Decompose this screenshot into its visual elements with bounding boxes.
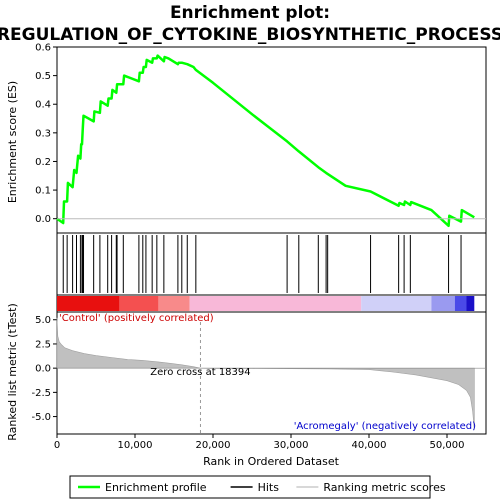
- es-y-tick-label: 0.6: [35, 43, 51, 54]
- colorbar-segment: [361, 296, 432, 311]
- x-ticks: 0 10,000 20,000 30,000 40,000 50,000: [54, 434, 465, 451]
- chart-title-line1: Enrichment plot:: [170, 3, 330, 23]
- x-tick-label: 40,000: [352, 440, 387, 451]
- hit-lines: [62, 235, 462, 293]
- es-y-axis-label: Enrichment score (ES): [6, 81, 19, 203]
- negative-label: 'Acromegaly' (negatively correlated): [294, 421, 476, 432]
- colorbar-segment: [158, 296, 190, 311]
- enrichment-profile-path: [56, 54, 475, 228]
- rank-colorbar: [57, 296, 475, 311]
- metric-y-tick-label: 2.5: [35, 339, 51, 350]
- colorbar-segment: [57, 296, 120, 311]
- metric-y-axis-label: Ranked list metric (tTest): [6, 303, 19, 440]
- metric-y-tick-label: 0.0: [35, 364, 51, 375]
- metric-y-tick-label: -2.5: [31, 388, 51, 399]
- chart-title-line2: REGULATION_OF_CYTOKINE_BIOSYNTHETIC_PROC…: [0, 25, 500, 45]
- x-tick-label: 30,000: [274, 440, 309, 451]
- legend-label: Ranking metric scores: [323, 481, 445, 494]
- es-y-tick-label: 0.1: [35, 186, 51, 197]
- metric-y-tick-label: -5.0: [31, 412, 51, 423]
- positive-label: 'Control' (positively correlated): [59, 313, 214, 324]
- zero-cross-label: Zero cross at 18394: [150, 367, 250, 378]
- colorbar-segment: [431, 296, 455, 311]
- legend: Enrichment profile Hits Ranking metric sco…: [78, 481, 446, 494]
- metric-y-ticks: 5.0 2.5 0.0 -2.5 -5.0: [31, 315, 57, 423]
- es-y-tick-label: 0.2: [35, 157, 51, 168]
- hits-panel: [56, 232, 487, 296]
- colorbar-segment: [119, 296, 159, 311]
- es-y-tick-label: 0.4: [35, 100, 51, 111]
- x-tick-label: 0: [54, 440, 60, 451]
- x-tick-label: 50,000: [430, 440, 465, 451]
- colorbar-segment: [189, 296, 362, 311]
- x-tick-label: 10,000: [118, 440, 153, 451]
- x-tick-label: 20,000: [196, 440, 231, 451]
- enrichment-profile-line: [56, 54, 475, 228]
- es-y-ticks: 0.0 0.1 0.2 0.3 0.4 0.5 0.6: [35, 43, 57, 225]
- es-y-tick-label: 0.0: [35, 214, 51, 225]
- es-y-tick-label: 0.3: [35, 128, 51, 139]
- es-y-tick-label: 0.5: [35, 71, 51, 82]
- legend-label: Enrichment profile: [105, 481, 207, 494]
- metric-y-tick-label: 5.0: [35, 315, 51, 326]
- x-axis-label: Rank in Ordered Dataset: [203, 455, 340, 468]
- colorbar-segment: [466, 296, 475, 311]
- ranking-metric-area: [56, 317, 486, 431]
- colorbar-segment: [454, 296, 467, 311]
- legend-label: Hits: [258, 481, 280, 494]
